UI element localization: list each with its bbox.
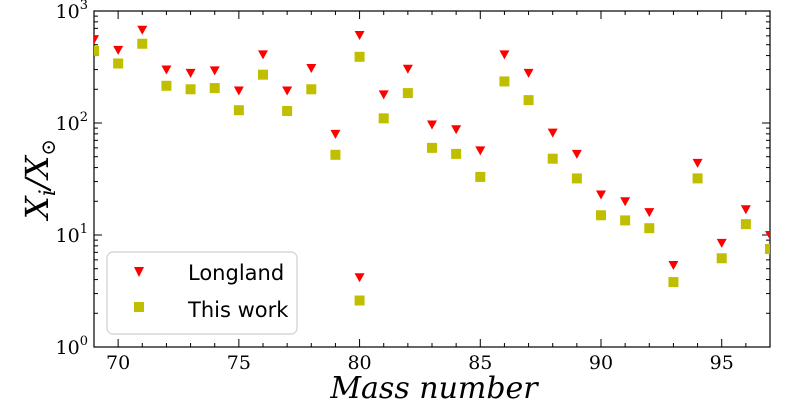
point-longland [620, 197, 631, 207]
point-this-work [668, 277, 679, 288]
x-axis-title: Mass number [329, 371, 539, 406]
x-tick-label: 85 [468, 352, 492, 374]
point-longland [523, 68, 534, 78]
point-this-work [94, 45, 99, 56]
point-longland [306, 63, 317, 73]
point-this-work [330, 149, 341, 160]
y-tick-label: 103 [56, 0, 88, 23]
point-this-work [233, 105, 244, 116]
point-this-work [209, 83, 220, 94]
x-tick-label: 90 [589, 352, 613, 374]
y-axis-title-slash: / [18, 175, 56, 192]
point-this-work [137, 38, 148, 49]
point-longland [668, 260, 679, 270]
point-this-work [378, 113, 389, 124]
point-longland [427, 120, 437, 130]
data-marks [94, 25, 770, 306]
x-tick-label: 95 [710, 352, 734, 374]
point-longland [282, 86, 293, 96]
point-this-work [547, 153, 558, 164]
point-longland [451, 125, 462, 135]
point-longland [765, 231, 770, 240]
x-tick-label: 75 [227, 352, 251, 374]
x-tick-label: 70 [106, 352, 130, 374]
y-tick-label: 101 [56, 222, 88, 247]
point-this-work [354, 51, 365, 62]
point-this-work [596, 210, 606, 221]
point-this-work [475, 171, 486, 182]
point-this-work [765, 243, 770, 254]
point-longland [161, 65, 172, 75]
point-longland [499, 50, 510, 60]
point-longland [94, 35, 99, 45]
point-longland [258, 50, 268, 60]
point-this-work [113, 58, 124, 69]
point-this-work [692, 173, 703, 184]
point-longland [233, 86, 244, 96]
point-this-work [644, 223, 655, 234]
point-this-work [402, 88, 413, 99]
y-axis-title: Xi/X⊙ [18, 139, 61, 222]
legend-label-this-work: This work [187, 298, 289, 322]
point-this-work [185, 84, 196, 95]
x-tick-label: 80 [347, 352, 371, 374]
point-this-work [427, 142, 437, 153]
y-axis-ticks: 100 101 102 103 [56, 0, 770, 359]
legend-marker-this-work [134, 302, 144, 312]
point-longland [354, 273, 365, 283]
y-axis-title-sub-sun: ⊙ [36, 139, 60, 156]
legend-label-longland: Longland [188, 261, 284, 285]
point-longland [330, 129, 341, 139]
legend: Longland This work [106, 251, 298, 335]
y-axis-title-sub-i: i [36, 189, 61, 196]
point-longland [571, 149, 582, 159]
y-tick-label: 102 [56, 110, 88, 135]
legend-marker-longland [134, 267, 144, 277]
point-longland [378, 90, 389, 100]
point-longland [137, 25, 148, 35]
point-this-work [161, 80, 172, 91]
point-this-work [354, 295, 365, 306]
point-this-work [740, 219, 751, 230]
legend-box [106, 251, 298, 335]
point-longland [644, 208, 655, 218]
y-axis-title-base-2: X [18, 154, 56, 181]
point-longland [475, 146, 486, 156]
point-longland [354, 31, 365, 41]
point-longland [716, 238, 727, 248]
point-longland [185, 68, 196, 78]
svg-text:Xi/X⊙: Xi/X⊙ [18, 139, 61, 222]
point-longland [209, 66, 220, 76]
y-axis-title-base-1: X [18, 195, 56, 222]
point-this-work [499, 76, 510, 87]
point-this-work [282, 105, 293, 116]
point-longland [547, 128, 558, 138]
point-longland [113, 45, 124, 55]
point-longland [692, 158, 703, 168]
point-longland [402, 64, 413, 74]
point-this-work [716, 253, 727, 264]
point-this-work [451, 148, 462, 159]
point-longland [740, 205, 751, 215]
x-axis-ticks: 70 75 80 85 90 95 [93, 11, 771, 374]
point-this-work [523, 95, 534, 106]
y-tick-label: 100 [56, 334, 88, 359]
point-longland [596, 190, 606, 200]
point-this-work [571, 173, 582, 184]
point-this-work [620, 215, 631, 226]
point-this-work [258, 69, 268, 80]
point-this-work [306, 84, 317, 95]
